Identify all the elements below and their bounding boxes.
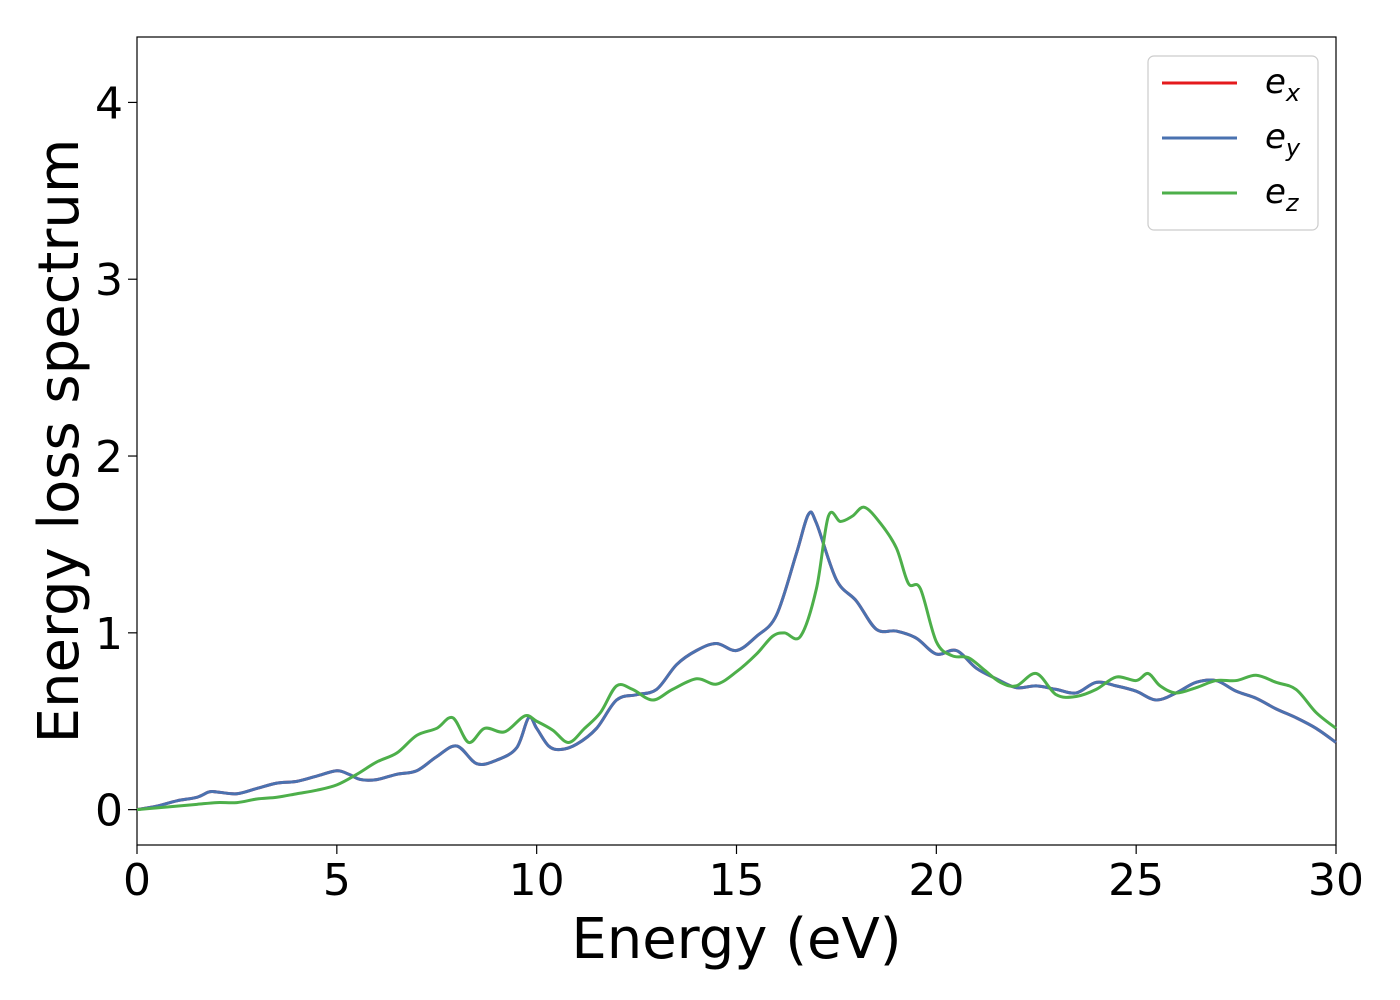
y-axis-label: Energy loss spectrum [27, 139, 92, 744]
x-tick-label: 30 [1308, 855, 1364, 906]
y-tick-label: 4 [95, 78, 123, 129]
x-tick-label: 0 [123, 855, 151, 906]
x-axis: 0 5 10 15 20 25 30 [123, 845, 1364, 906]
x-tick-label: 10 [509, 855, 565, 906]
legend-label-subscript: y [1285, 134, 1301, 162]
series-line-ez [136, 505, 1337, 812]
y-tick-label: 2 [95, 432, 123, 483]
legend-label-subscript: x [1285, 79, 1301, 107]
y-tick-label: 1 [95, 609, 123, 660]
legend-label-subscript: z [1285, 189, 1300, 217]
x-axis-label: Energy (eV) [571, 907, 901, 972]
y-tick-label: 3 [95, 255, 123, 306]
y-axis: 0 1 2 3 4 [95, 78, 137, 837]
legend-box [1147, 55, 1319, 231]
x-tick-label: 25 [1108, 855, 1164, 906]
series-line-ex [136, 510, 1337, 812]
y-tick-label: 0 [95, 786, 123, 837]
series-line-ey [136, 510, 1337, 812]
x-tick-label: 15 [709, 855, 765, 906]
x-tick-label: 5 [323, 855, 351, 906]
x-tick-label: 20 [908, 855, 964, 906]
series-group [136, 505, 1337, 812]
